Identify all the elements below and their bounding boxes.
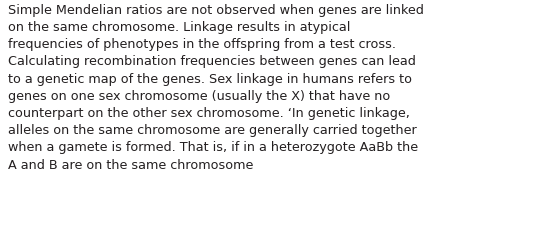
Text: Simple Mendelian ratios are not observed when genes are linked
on the same chrom: Simple Mendelian ratios are not observed… xyxy=(8,4,424,171)
